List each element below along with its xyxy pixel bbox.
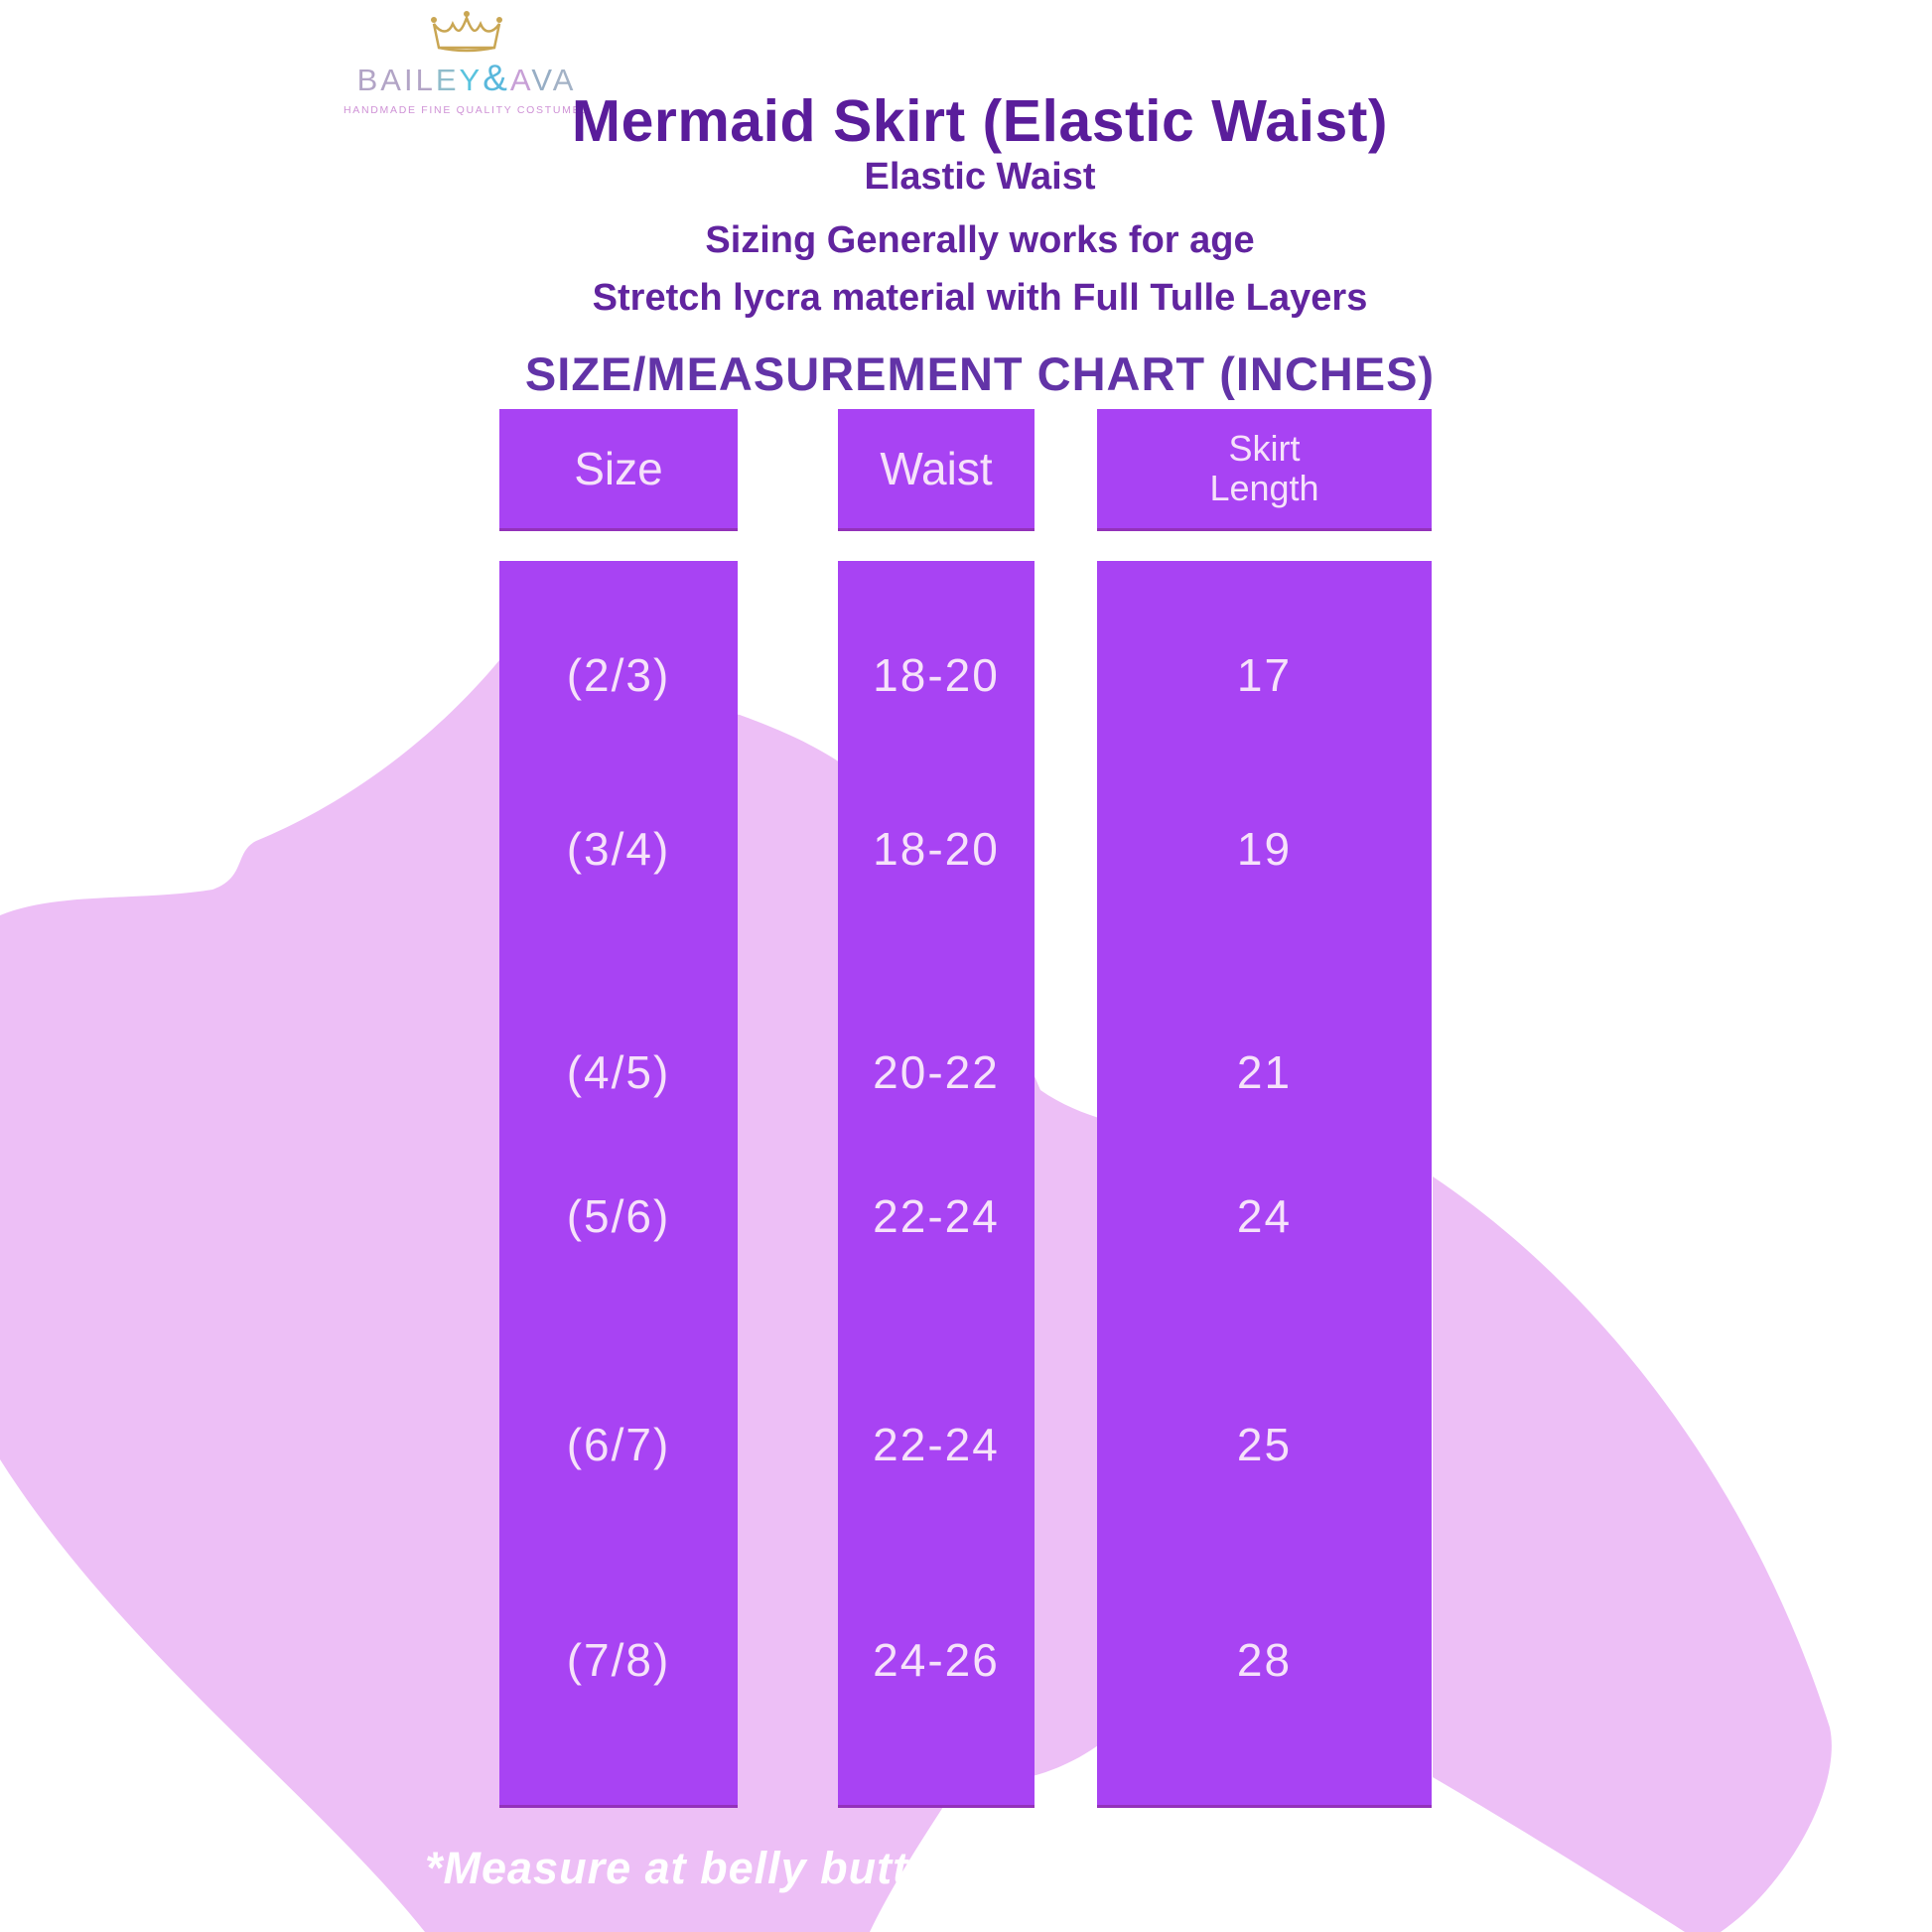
size-cell: (3/4) [566,823,671,875]
brand-logo: BAILEY&AVA HANDMADE FINE QUALITY COSTUME… [258,8,675,116]
size-cell: (7/8) [566,1634,671,1686]
waist-cell: 22-24 [873,1419,1000,1470]
subtitle-material-note: Stretch lycra material with Full Tulle L… [592,277,1368,319]
brand-letter: I [403,63,416,97]
waist-column: 18-20 18-20 20-22 22-24 22-24 24-26 [838,561,1035,1808]
skirt-length-cell: 21 [1236,1046,1293,1098]
page-title: Mermaid Skirt (Elastic Waist) [571,88,1389,154]
waist-cell: 24-26 [873,1634,1000,1686]
skirt-length-cell: 19 [1236,823,1293,875]
waist-cell: 22-24 [873,1190,1000,1242]
size-cell: (6/7) [566,1419,671,1470]
column-header-label: Skirt Length [1209,427,1319,508]
column-header-waist: Waist [838,409,1035,531]
measurement-footnote: *Measure at belly button level [425,1843,1083,1893]
crown-icon [431,11,502,53]
brand-letter: L [415,63,436,97]
column-header-label: Waist [880,443,993,494]
brand-tagline: HANDMADE FINE QUALITY COSTUMES [344,104,590,116]
size-cell: (4/5) [566,1046,671,1098]
subtitle-elastic-waist: Elastic Waist [864,156,1096,198]
blob-right-shape [1433,1176,1832,1932]
brand-letter: A [380,63,404,97]
brand-letter: A [552,63,577,97]
brand-letter: A [509,63,532,97]
waist-cell: 18-20 [873,823,1000,875]
brand-letter: V [531,63,553,97]
skirt-length-column: 17 19 21 24 25 28 [1097,561,1432,1808]
size-column: (2/3) (3/4) (4/5) (5/6) (6/7) (7/8) [499,561,738,1808]
column-header-size: Size [499,409,738,531]
column-header-label: Size [574,443,663,494]
waist-cell: 20-22 [873,1046,1000,1098]
skirt-length-cell: 28 [1236,1634,1293,1686]
size-cell: (5/6) [566,1190,671,1242]
skirt-length-cell: 25 [1236,1419,1293,1470]
waist-cell: 18-20 [873,649,1000,701]
brand-name: BAILEY&AVA [258,58,675,99]
subtitle-sizing-note: Sizing Generally works for age [705,219,1255,261]
skirt-length-cell: 17 [1236,649,1293,701]
brand-letter: & [483,58,510,98]
brand-letter: E [435,63,460,97]
chart-heading: SIZE/MEASUREMENT CHART (INCHES) [524,347,1436,400]
brand-letter: Y [459,63,483,97]
size-cell: (2/3) [566,649,671,701]
skirt-length-cell: 24 [1236,1190,1293,1242]
brand-letter: B [356,63,381,97]
column-header-skirt-length: Skirt Length [1097,409,1432,531]
